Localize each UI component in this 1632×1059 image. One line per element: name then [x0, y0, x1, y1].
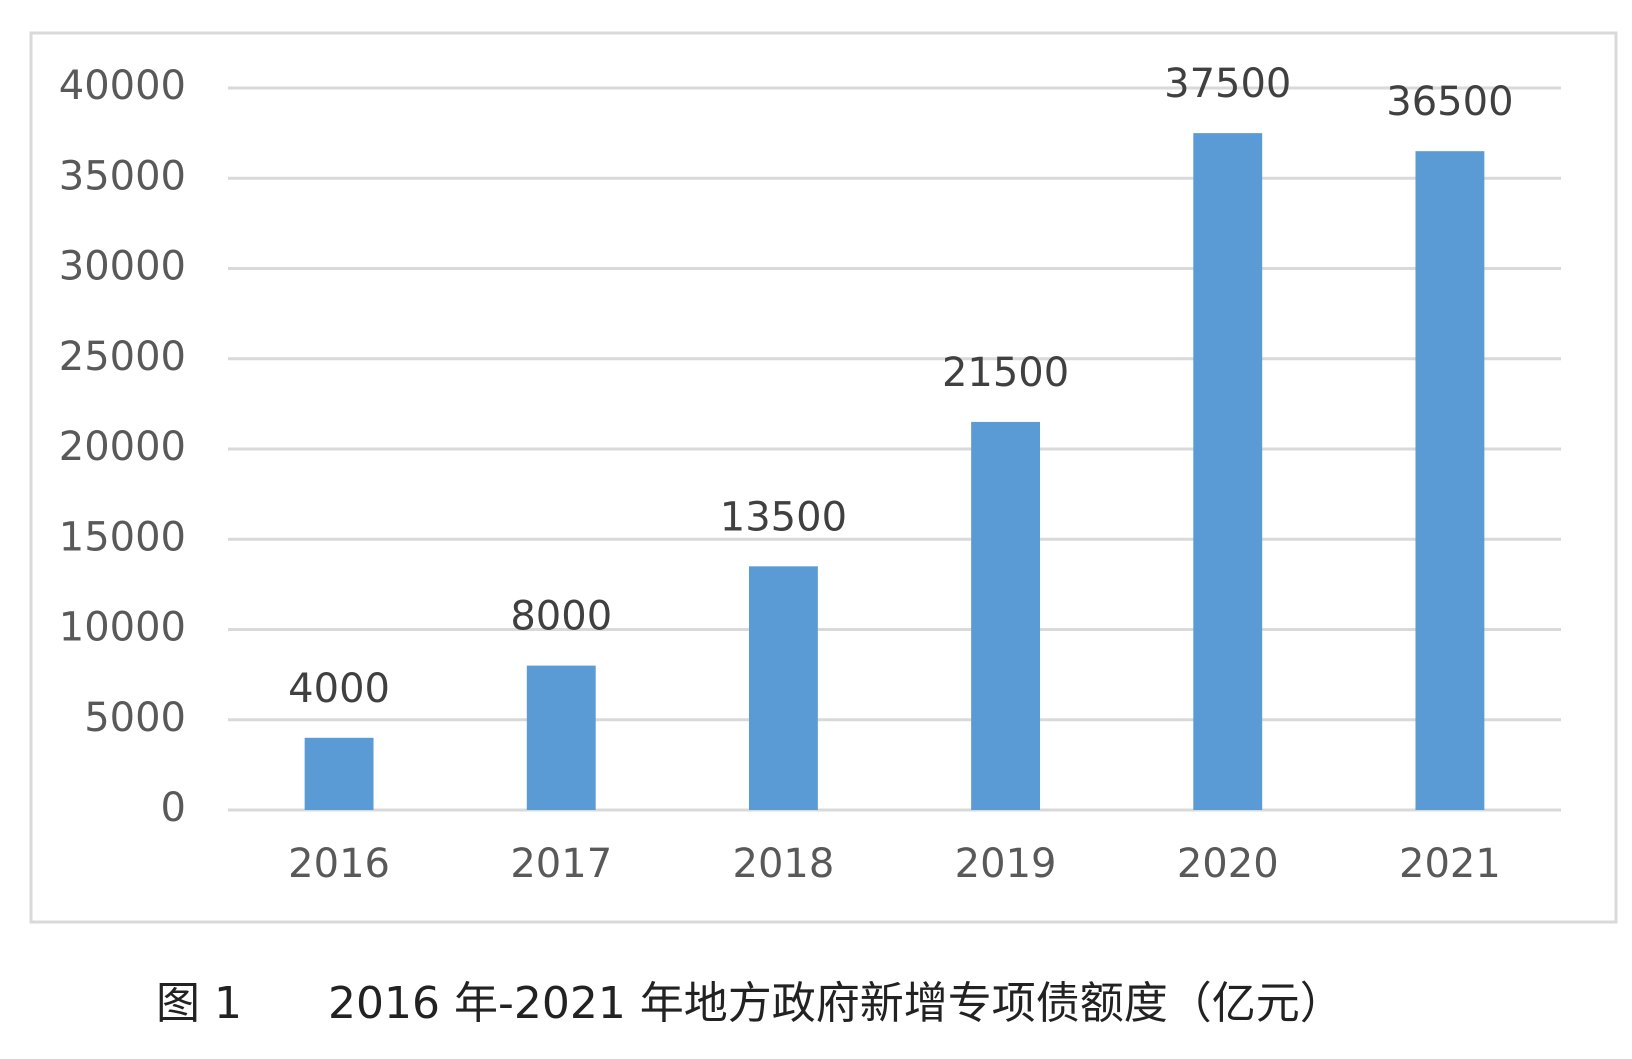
y-tick-label: 20000 — [59, 424, 186, 470]
data-label: 4000 — [288, 666, 390, 712]
y-tick-label: 15000 — [59, 514, 186, 560]
data-label: 36500 — [1386, 79, 1513, 125]
y-tick-label: 5000 — [84, 695, 186, 741]
y-tick-label: 10000 — [59, 605, 186, 651]
bar — [971, 421, 1041, 810]
y-tick-label: 40000 — [59, 63, 186, 109]
bar — [304, 737, 374, 810]
data-label: 21500 — [942, 350, 1069, 396]
data-label: 37500 — [1164, 61, 1291, 107]
data-label: 8000 — [510, 594, 612, 640]
x-tick-label: 2017 — [510, 841, 612, 887]
y-tick-label: 35000 — [59, 153, 186, 199]
chart-frame — [29, 31, 1618, 924]
y-tick-label: 25000 — [59, 334, 186, 380]
x-tick-label: 2018 — [733, 841, 835, 887]
chart-title: 2016 年-2021 年地方政府新增专项债额度（亿元） — [328, 978, 1344, 1029]
data-label: 13500 — [720, 494, 847, 540]
x-tick-label: 2021 — [1399, 841, 1501, 887]
y-tick-label: 0 — [161, 785, 186, 831]
bar — [526, 665, 596, 810]
bar — [1415, 151, 1485, 811]
x-tick-label: 2020 — [1177, 841, 1279, 887]
x-tick-label: 2019 — [955, 841, 1057, 887]
bar — [748, 566, 818, 810]
y-tick-label: 30000 — [59, 244, 186, 290]
figure-label: 图 1 — [156, 978, 242, 1029]
x-tick-label: 2016 — [288, 841, 390, 887]
bar — [1193, 133, 1263, 810]
